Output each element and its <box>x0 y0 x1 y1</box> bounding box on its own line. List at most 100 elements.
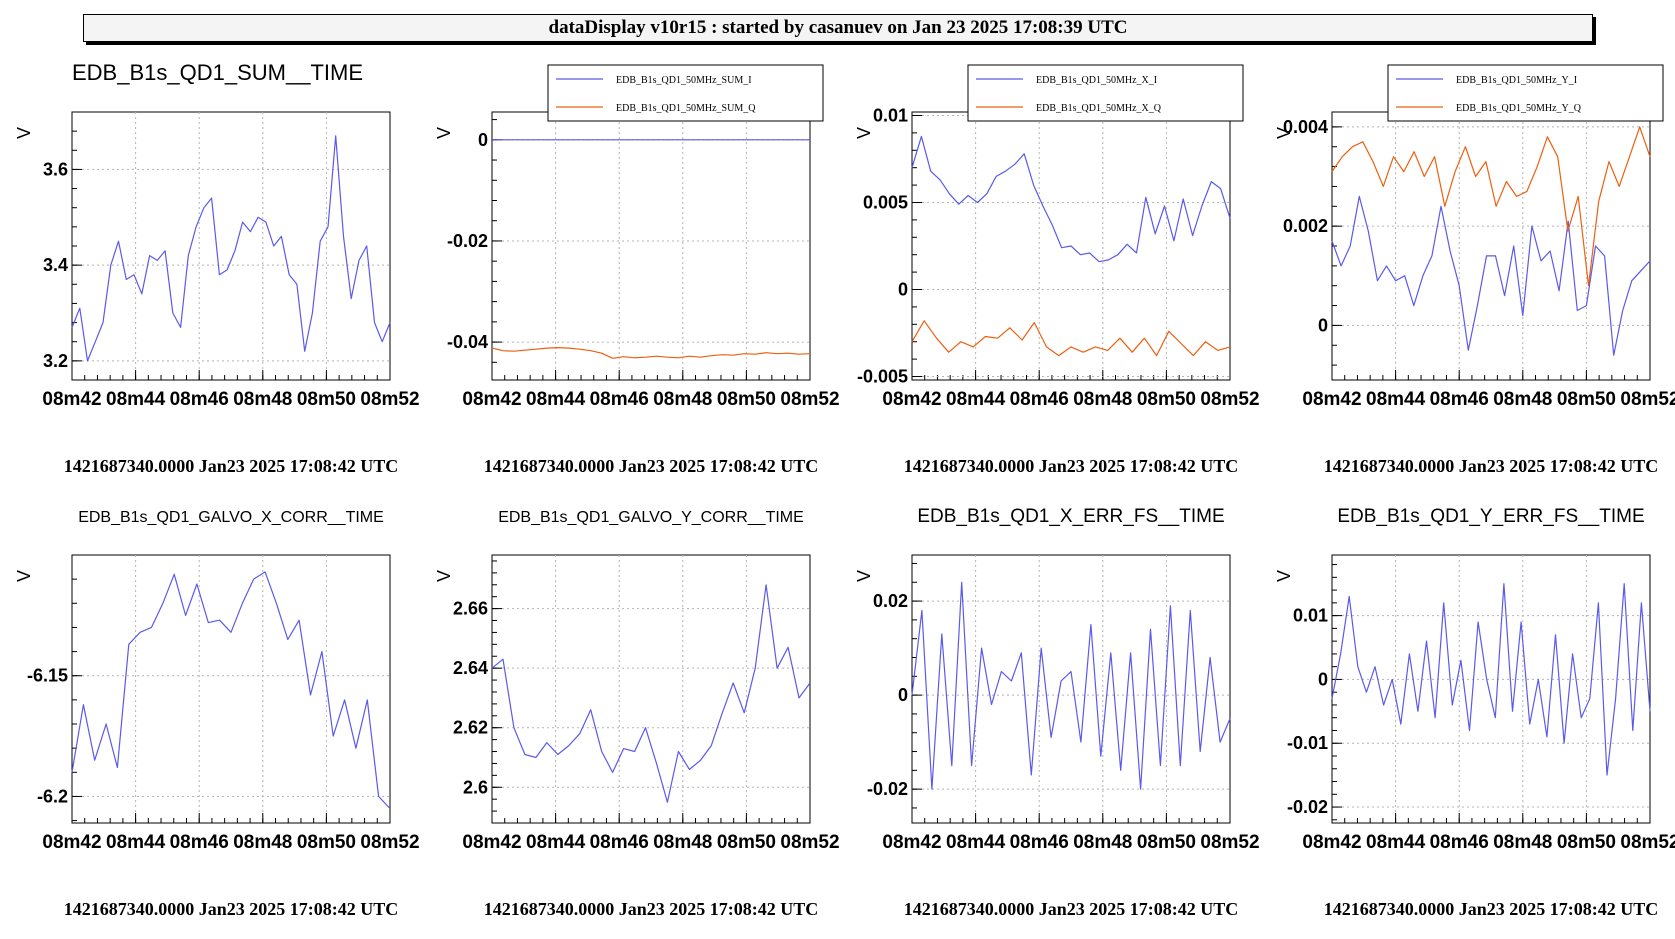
x-tick-label: 08m44 <box>526 389 586 410</box>
y-tick-label: 0 <box>898 685 908 705</box>
legend-entry: EDB_B1s_QD1_50MHz_X_I <box>1036 75 1157 86</box>
window-title: dataDisplay v10r15 : started by casanuev… <box>548 17 1128 38</box>
y-tick-label: 0.005 <box>863 192 908 212</box>
y-tick-label: 0 <box>898 280 908 300</box>
plot-frame <box>1331 554 1651 824</box>
x-tick-label: 08m42 <box>462 389 521 410</box>
x-tick-label: 08m44 <box>946 389 1006 410</box>
legend-box <box>967 64 1244 122</box>
x-tick-label: 08m44 <box>106 389 166 410</box>
legend-box <box>547 64 824 122</box>
x-tick-label: 08m52 <box>780 832 839 853</box>
x-tick-label: 08m52 <box>1200 832 1259 853</box>
x-tick-label: 08m42 <box>42 389 101 410</box>
chart-title: EDB_B1s_QD1_Y_ERR_FS__TIME <box>1337 506 1644 527</box>
y-tick-label: -0.02 <box>447 231 488 251</box>
y-axis-label: V <box>1274 570 1294 582</box>
chart-panel-8: 08m42 08m44 08m46 08m48 08m50 08m52 -0.02 -0.01… <box>1274 506 1675 919</box>
y-axis-label: V <box>14 570 34 582</box>
y-tick-label: -0.02 <box>867 779 908 799</box>
x-tick-label: 08m52 <box>360 832 419 853</box>
y-axis-label: V <box>14 127 34 139</box>
y-tick-label: 3.2 <box>43 351 68 371</box>
chart-title: EDB_B1s_QD1_X_ERR_FS__TIME <box>917 506 1224 527</box>
y-axis-label: V <box>434 570 454 582</box>
series-line-i <box>491 584 811 803</box>
legend-entry: EDB_B1s_QD1_50MHz_X_Q <box>1036 103 1162 114</box>
y-tick-label: 2.64 <box>453 658 488 678</box>
chart-panel-4: 08m42 08m44 08m46 08m48 08m50 08m52 0 0.002 0.00… <box>1274 64 1675 476</box>
x-tick-label: 08m44 <box>106 832 166 853</box>
chart-panel-2: 08m42 08m44 08m46 08m48 08m50 08m52 -0.04 -0.02… <box>434 64 840 476</box>
x-tick-label: 08m48 <box>653 389 712 410</box>
x-tick-label: 08m42 <box>42 832 101 853</box>
chart-panel-1: 08m42 08m44 08m46 08m48 08m50 08m52 3.2 3.4 3.6 V… <box>14 60 420 476</box>
plot-frame <box>1331 111 1651 381</box>
plot-frame <box>491 111 811 381</box>
x-tick-label: 08m52 <box>360 389 419 410</box>
y-tick-label: 0 <box>1318 669 1328 689</box>
y-tick-label: 0.02 <box>873 591 908 611</box>
legend-box <box>1387 64 1664 122</box>
chart-panel-5: 08m42 08m44 08m46 08m48 08m50 08m52 -6.2 -6.15 V… <box>14 509 420 919</box>
series-line-i <box>911 135 1231 263</box>
series-line-i <box>1331 195 1651 356</box>
x-tick-label: 08m50 <box>717 832 776 853</box>
x-tick-label: 08m48 <box>1493 832 1552 853</box>
plot-frame <box>911 554 1231 824</box>
x-tick-label: 08m50 <box>297 832 356 853</box>
x-tick-label: 08m52 <box>1200 389 1259 410</box>
x-tick-label: 08m42 <box>882 832 941 853</box>
y-tick-label: -0.005 <box>857 367 908 387</box>
plot-frame <box>491 554 811 824</box>
y-tick-label: 3.6 <box>43 159 68 179</box>
series-line-q <box>911 320 1231 357</box>
x-tick-label: 08m52 <box>1620 389 1675 410</box>
x-tick-label: 08m44 <box>526 832 586 853</box>
y-tick-label: -0.04 <box>447 332 488 352</box>
x-tick-label: 08m46 <box>170 832 229 853</box>
y-tick-label: 2.66 <box>453 599 488 619</box>
series-line-i <box>71 135 391 362</box>
plot-frame <box>71 554 391 824</box>
chart-panel-6: 08m42 08m44 08m46 08m48 08m50 08m52 2.6 2.62 2.6… <box>434 509 840 919</box>
x-tick-label: 08m46 <box>1010 832 1069 853</box>
x-tick-label: 08m48 <box>1073 832 1132 853</box>
y-tick-label: 0 <box>1318 315 1328 335</box>
timestamp-label: 1421687340.0000 Jan23 2025 17:08:42 UTC <box>1324 899 1659 919</box>
timestamp-label: 1421687340.0000 Jan23 2025 17:08:42 UTC <box>904 899 1239 919</box>
series-line-i <box>1331 583 1651 776</box>
chart-panel-3: 08m42 08m44 08m46 08m48 08m50 08m52 -0.005 0 0.0… <box>854 64 1260 476</box>
y-tick-label: -0.02 <box>1287 797 1328 817</box>
legend-entry: EDB_B1s_QD1_50MHz_SUM_Q <box>616 103 756 114</box>
x-tick-label: 08m52 <box>1620 832 1675 853</box>
y-tick-label: 0.004 <box>1283 117 1328 137</box>
timestamp-label: 1421687340.0000 Jan23 2025 17:08:42 UTC <box>484 899 819 919</box>
x-tick-label: 08m50 <box>1557 832 1616 853</box>
x-tick-label: 08m50 <box>717 389 776 410</box>
y-tick-label: 2.6 <box>463 777 488 797</box>
timestamp-label: 1421687340.0000 Jan23 2025 17:08:42 UTC <box>64 899 399 919</box>
y-tick-label: 2.62 <box>453 718 488 738</box>
x-tick-label: 08m46 <box>1430 832 1489 853</box>
legend-entry: EDB_B1s_QD1_50MHz_SUM_I <box>616 75 752 86</box>
x-tick-label: 08m52 <box>780 389 839 410</box>
x-tick-label: 08m42 <box>1302 832 1361 853</box>
y-tick-label: 0 <box>478 130 488 150</box>
series-line-i <box>71 571 391 809</box>
x-tick-label: 08m44 <box>1366 832 1426 853</box>
y-tick-label: -6.2 <box>37 786 68 806</box>
chart-title: EDB_B1s_QD1_SUM__TIME <box>72 60 363 85</box>
legend-entry: EDB_B1s_QD1_50MHz_Y_I <box>1456 75 1577 86</box>
series-line-q <box>1331 126 1651 287</box>
x-tick-label: 08m48 <box>1493 389 1552 410</box>
y-tick-label: -0.01 <box>1287 733 1328 753</box>
chart-panel-7: 08m42 08m44 08m46 08m48 08m50 08m52 -0.02 0 0.02… <box>854 506 1260 919</box>
x-tick-label: 08m46 <box>590 832 649 853</box>
y-axis-label: V <box>854 570 874 582</box>
x-tick-label: 08m50 <box>1137 389 1196 410</box>
x-tick-label: 08m50 <box>1137 832 1196 853</box>
x-tick-label: 08m46 <box>590 389 649 410</box>
legend-entry: EDB_B1s_QD1_50MHz_Y_Q <box>1456 103 1582 114</box>
